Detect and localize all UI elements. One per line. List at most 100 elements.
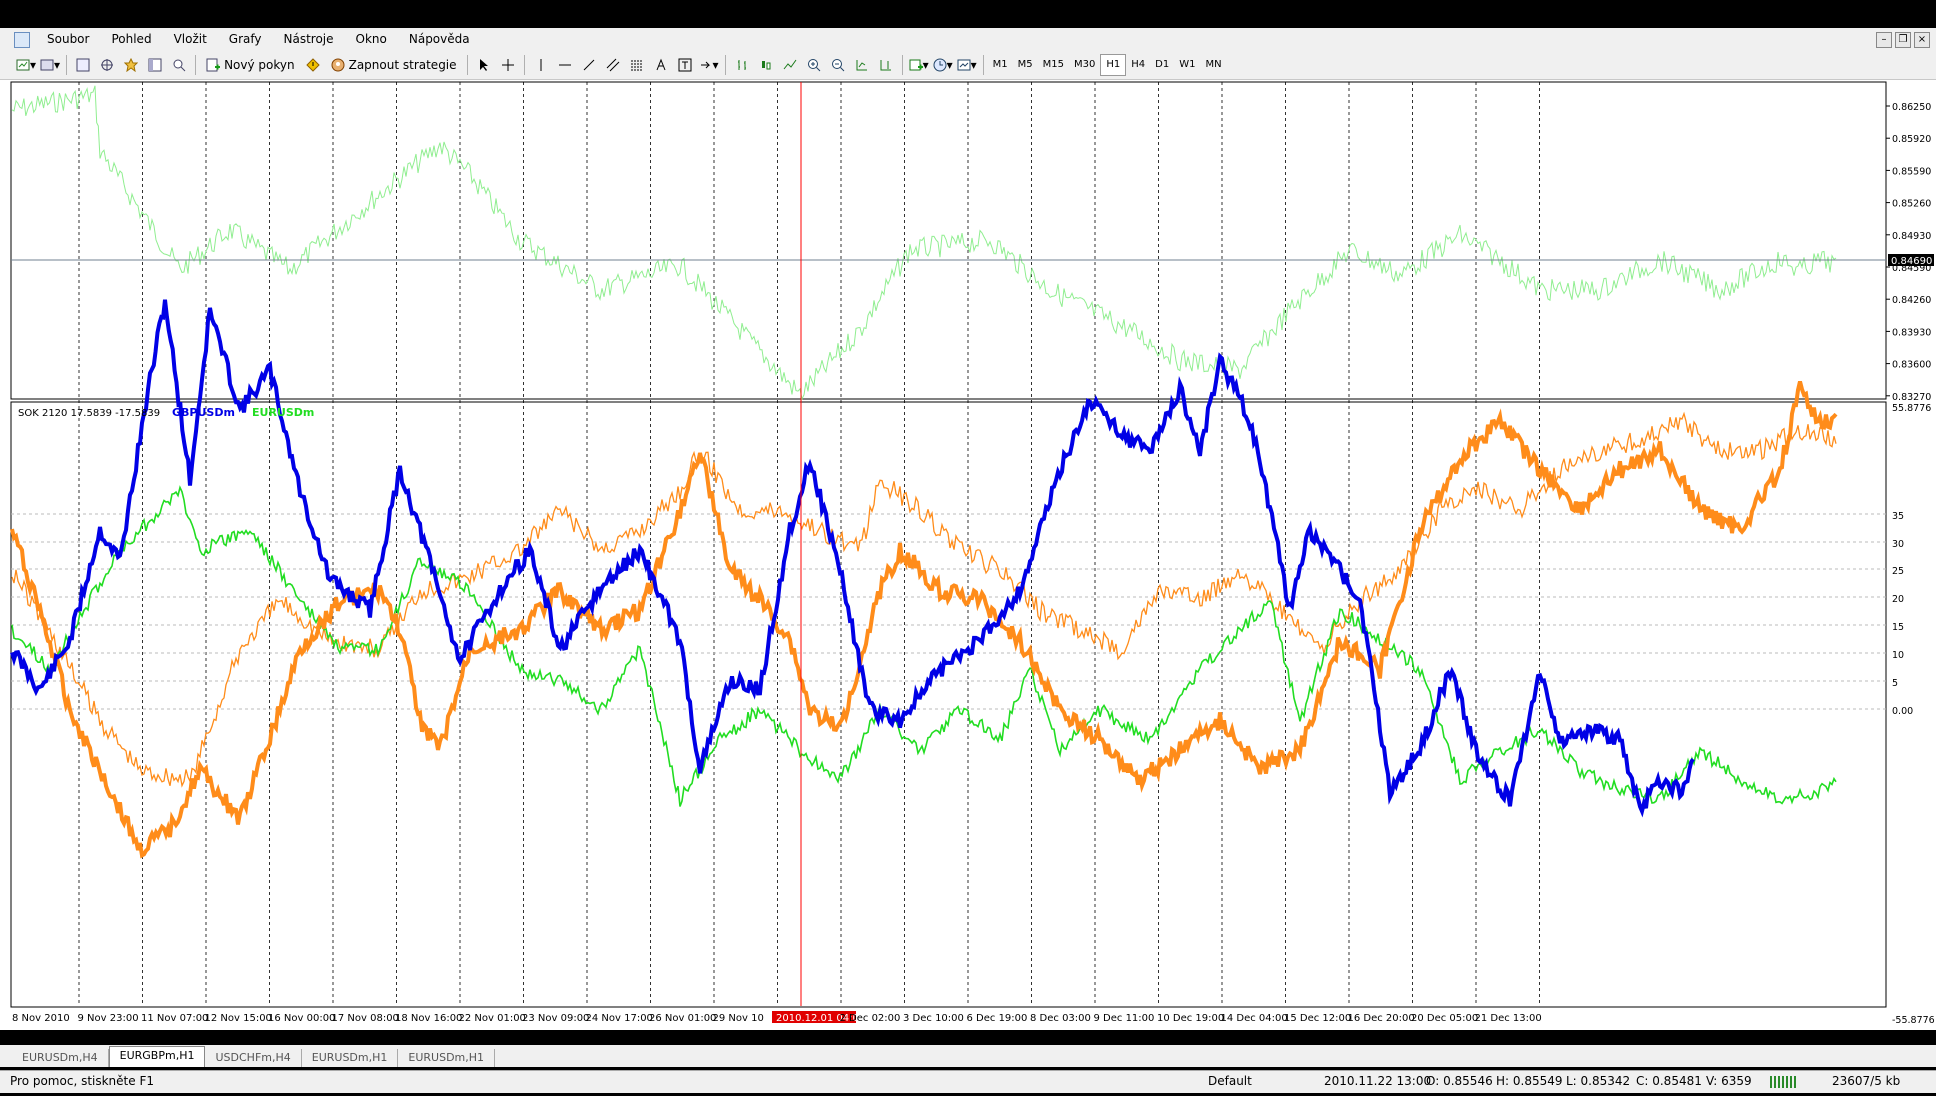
periods-button[interactable]: ▾ [933,55,953,75]
indicator-axis-label: 5 [1892,678,1898,689]
profiles-button[interactable]: ▾ [40,55,60,75]
price-tag [1888,254,1934,266]
gbpusd-line [10,299,1695,818]
price-axis-label: 0.86250 [1892,102,1931,113]
data-window-button[interactable] [97,55,117,75]
metaeditor-button[interactable] [303,55,323,75]
timeframe-m1[interactable]: M1 [992,59,1008,70]
vertical-line-button[interactable] [531,55,551,75]
candles-icon [761,61,771,70]
channel-icon [606,58,619,72]
zoom-out-button[interactable] [828,55,848,75]
timeframe-d1[interactable]: D1 [1155,59,1170,70]
upper-price-axis: 0.86250 0.85920 0.85590 0.85260 0.84930 0.845… [1886,102,1931,403]
time-tick-label: 20 Dec 05:00 [1411,1013,1478,1024]
menu-soubor[interactable]: Soubor [47,32,90,46]
indicator-axis-label: 0.00 [1892,706,1913,717]
orange-thin-line [11,411,1837,788]
clock-icon [933,58,947,72]
horizontal-line-button[interactable] [555,55,575,75]
arrows-button[interactable]: ▾ [699,55,719,75]
arrows-icon [700,61,710,69]
status-volume: V: 6359 [1706,1074,1752,1088]
time-tick-label: 10 Dec 19:00 [1157,1013,1224,1024]
horizontal-grid [11,513,1886,710]
fibonacci-button[interactable] [627,55,647,75]
indicator-axis-label: 35 [1892,511,1904,522]
price-axis-label: 0.85590 [1892,166,1931,177]
navigator-button[interactable] [121,55,141,75]
templates-button[interactable]: ▾ [957,55,977,75]
channel-button[interactable] [603,55,623,75]
terminal-button[interactable] [145,55,165,75]
price-axis-label: 0.84260 [1892,295,1931,306]
menu-vlozit[interactable]: Vložit [173,32,207,46]
upper-chart-frame [10,81,1887,400]
status-datetime: 2010.11.22 13:00 [1324,1074,1432,1088]
candles-button[interactable] [756,55,776,75]
restore-icon[interactable]: ❐ [1895,32,1911,48]
line-chart-icon [783,59,796,70]
tab-usdchfm-h4[interactable]: USDCHFm,H4 [205,1049,302,1067]
market-watch-icon [76,58,90,72]
templates-icon [957,59,971,71]
chart-canvas[interactable]: 0.86250 0.85920 0.85590 0.85260 0.84930 0.845… [0,80,1936,1030]
autoscroll-icon [856,60,867,71]
chart-shift-button[interactable] [876,55,896,75]
chart-window[interactable]: 0.86250 0.85920 0.85590 0.85260 0.84930 0.845… [0,80,1936,1030]
text-label-button[interactable] [675,55,695,75]
tab-eurgbpm-h1[interactable]: EURGBPm,H1 [108,1046,206,1067]
timeframe-m30[interactable]: M30 [1074,59,1096,70]
indicator-axis-label: 55.8776 [1892,403,1931,414]
terminal-icon [148,58,162,72]
tester-button[interactable] [169,55,189,75]
indicators-button[interactable]: ▾ [909,55,929,75]
timeframe-h4[interactable]: H4 [1131,59,1146,70]
menu-napoveda[interactable]: Nápověda [408,32,470,46]
horizontal-line-icon [558,64,571,66]
new-order-button[interactable]: Nový pokyn [202,55,299,75]
time-tick-label: 21 Dec 13:00 [1475,1013,1542,1024]
cursor-icon [479,59,488,71]
time-tick-label: 24 Nov 17:00 [586,1013,653,1024]
market-watch-button[interactable] [73,55,93,75]
close-icon[interactable]: × [1914,32,1930,48]
indicator-label: SOK 2120 17.5839 -17.5839 [18,408,160,419]
bar-chart-button[interactable] [732,55,752,75]
crosshair-icon [501,59,514,71]
zoom-in-button[interactable] [804,55,824,75]
tab-eurusdm-h4[interactable]: EURUSDm,H4 [12,1049,109,1067]
separator [901,55,903,75]
legend-eurusd: EURUSDm [252,406,314,419]
timeframe-mn[interactable]: MN [1205,59,1222,70]
time-tick-label: 16 Nov 00:00 [268,1013,335,1024]
menu-grafy[interactable]: Grafy [228,32,262,46]
time-tick-label: 18 Nov 16:00 [395,1013,462,1024]
strategies-button[interactable]: Zapnout strategie [327,55,461,75]
price-axis-label: 0.83600 [1892,360,1931,371]
text-tool-button[interactable] [651,55,671,75]
indicator-axis-label: 25 [1892,566,1904,577]
autoscroll-button[interactable] [852,55,872,75]
trendline-button[interactable] [579,55,599,75]
menu-okno[interactable]: Okno [355,32,387,46]
new-chart-button[interactable]: ▾ [16,55,36,75]
bar-chart-icon [737,60,746,70]
menu-nastroje[interactable]: Nástroje [283,32,334,46]
time-tick-label: 22 Nov 01:00 [459,1013,526,1024]
minimize-icon[interactable]: – [1876,32,1892,48]
status-profile: Default [1208,1074,1252,1088]
timeframe-w1[interactable]: W1 [1179,59,1196,70]
menu-pohled[interactable]: Pohled [111,32,152,46]
separator [724,55,726,75]
timeframe-m5[interactable]: M5 [1017,59,1033,70]
line-chart-button[interactable] [780,55,800,75]
cursor-tool-button[interactable] [474,55,494,75]
crosshair-tool-button[interactable] [498,55,518,75]
timeframe-m15[interactable]: M15 [1042,59,1065,70]
tab-eurusdm-h1-2[interactable]: EURUSDm,H1 [398,1049,496,1067]
timeframe-h1[interactable]: H1 [1100,54,1127,76]
status-close: C: 0.85481 [1636,1074,1702,1088]
new-order-icon [206,58,221,72]
tab-eurusdm-h1[interactable]: EURUSDm,H1 [302,1049,399,1067]
